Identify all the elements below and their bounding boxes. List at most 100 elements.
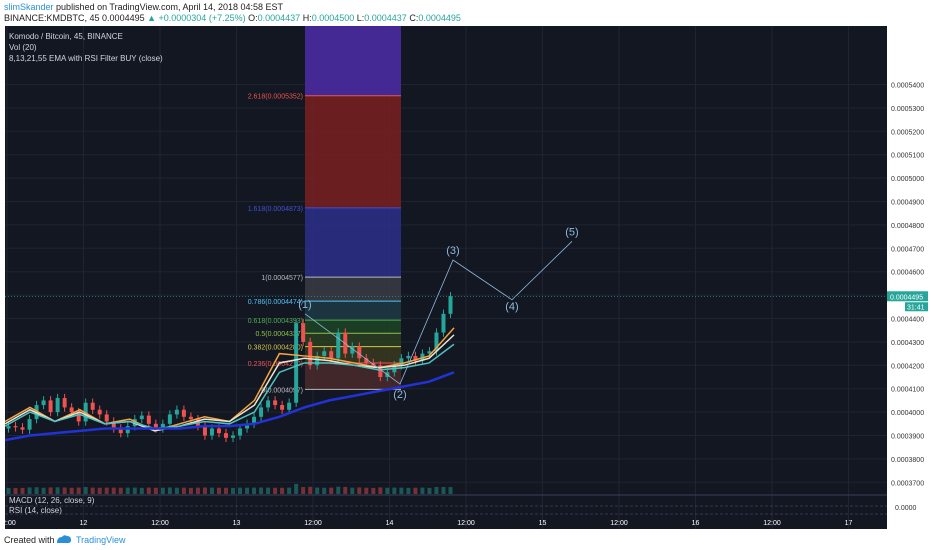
y-tick-label: 0.0004000	[891, 410, 924, 417]
rsi-legend: RSI (14, close)	[9, 506, 62, 515]
low-value: 0.0004437	[364, 13, 407, 23]
volume-bar	[434, 487, 439, 494]
candle-body	[69, 407, 74, 413]
volume-bar	[231, 487, 236, 494]
volume-bar	[245, 487, 250, 494]
y-tick-label: 0.0005000	[891, 176, 924, 183]
volume-bar	[294, 483, 299, 494]
candle-body	[76, 412, 81, 422]
volume-bar	[97, 487, 102, 494]
volume-bar	[364, 487, 369, 494]
candle-body	[336, 332, 341, 359]
volume-bar	[69, 487, 74, 494]
volume-bar	[34, 487, 39, 494]
volume-bar	[273, 487, 278, 494]
volume-bar	[350, 487, 355, 494]
candle-body	[153, 423, 158, 429]
volume-bar	[111, 487, 116, 494]
symbol-line: BINANCE:KMDBTC, 45 0.0004495 ▲ +0.000030…	[4, 13, 461, 23]
tradingview-logo-icon	[57, 535, 71, 543]
chart-legend: Komodo / Bitcoin, 45, BINANCE Vol (20) 8…	[9, 31, 163, 64]
candle-body	[209, 428, 214, 436]
y-tick-label: 0.0005200	[891, 129, 924, 136]
candle-body	[188, 416, 193, 420]
volume-bar	[83, 487, 88, 494]
chart-area[interactable]: 0.0005400 0.0005300 0.0005200 0.0005100 0.00…	[5, 26, 928, 529]
volume-bar	[132, 487, 137, 494]
candle-body	[322, 351, 327, 356]
candle-body	[287, 402, 292, 410]
volume-bar	[76, 487, 81, 494]
candle-body	[308, 341, 313, 366]
candle-body	[294, 323, 299, 403]
volume-bar	[301, 487, 306, 494]
countdown-tag	[905, 302, 928, 312]
tradingview-brand[interactable]: TradingView	[76, 535, 126, 545]
y-tick-label: 0.0004400	[891, 317, 924, 324]
fib-level-label: 0.618(0.0004393)	[248, 318, 303, 325]
symbol-label: BINANCE:KMDBTC, 45	[4, 13, 100, 23]
volume-bar	[55, 487, 60, 494]
candle-body	[413, 355, 418, 361]
fib-zone	[305, 301, 401, 321]
fib-level-label: 0.382(0.0004280)	[248, 345, 303, 352]
volume-bar	[259, 487, 264, 494]
candle-body	[160, 423, 165, 429]
volume-bar	[266, 487, 271, 494]
y-axis-panel	[887, 26, 928, 529]
elliott-wave-label: (1)	[298, 299, 311, 311]
fib-zone	[305, 207, 401, 278]
elliott-wave-line	[304, 240, 573, 385]
x-tick-label: 12	[80, 520, 88, 527]
candle-body	[448, 296, 453, 314]
volume-bar	[160, 487, 165, 494]
y-tick-label: 0.0004200	[891, 363, 924, 370]
ema-line	[5, 343, 455, 430]
fib-level-label: 0.786(0.0004474)	[248, 299, 303, 306]
volume-bar	[392, 487, 397, 494]
author-link[interactable]: slimSkander	[4, 2, 54, 12]
volume-bar	[223, 487, 228, 494]
candle-body	[41, 400, 46, 406]
fib-zone	[305, 277, 401, 302]
candle-body	[167, 414, 172, 424]
candle-body	[13, 426, 18, 428]
price-chart[interactable]: 0.0005400 0.0005300 0.0005200 0.0005100 0.00…	[5, 26, 928, 529]
volume-bar	[118, 487, 123, 494]
candle-body	[434, 332, 439, 352]
candle-body	[301, 323, 306, 342]
candle-body	[399, 358, 404, 366]
candle-body	[245, 423, 250, 429]
volume-bar	[125, 487, 130, 494]
volume-bar	[329, 487, 334, 494]
footer: Created with TradingView	[0, 530, 932, 550]
high-label: H:	[302, 13, 312, 23]
y-tick-label: 0.0004100	[891, 387, 924, 394]
fib-level-label: 0.236(0.0004210)	[248, 361, 303, 368]
price-change: ▲ +0.0000304 (+7.25%)	[147, 13, 246, 23]
candle-body	[427, 351, 432, 354]
fib-zone	[305, 333, 401, 347]
x-tick-label: 14	[386, 520, 394, 527]
volume-bar	[336, 486, 341, 494]
candle-body	[259, 407, 264, 417]
candle-body	[378, 365, 383, 377]
countdown-label: 31:41	[907, 304, 925, 311]
x-tick-label: 12:00	[304, 520, 322, 527]
y-tick-label: 0.0004300	[891, 340, 924, 347]
candle-body	[406, 355, 411, 359]
high-value: 0.0004500	[311, 13, 355, 23]
volume-bar	[280, 487, 285, 494]
candle-body	[174, 409, 179, 415]
candle-body	[20, 427, 25, 430]
macd-legend: MACD (12, 26, close, 9)	[9, 496, 95, 505]
volume-bar	[167, 487, 172, 494]
elliott-wave-label: (3)	[446, 245, 459, 257]
volume-bar	[174, 487, 179, 494]
candle-body	[111, 421, 116, 429]
close-value: 0.0004495	[418, 13, 461, 23]
candle-body	[315, 355, 320, 366]
volume-bar	[20, 487, 25, 494]
y-tick-label: 0.0003800	[891, 457, 924, 464]
y-tick-label: 0.0004700	[891, 246, 924, 253]
